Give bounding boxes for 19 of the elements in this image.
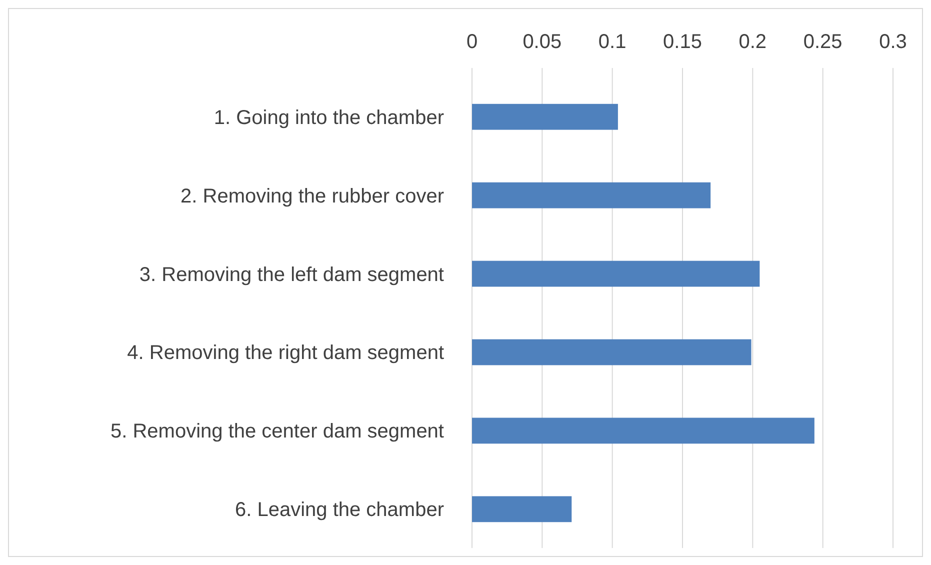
bar <box>472 182 711 208</box>
y-tick-label: 2. Removing the rubber cover <box>180 185 444 208</box>
x-tick-label: 0.05 <box>522 31 562 53</box>
y-tick-label: 5. Removing the center dam segment <box>110 420 444 443</box>
bar <box>472 339 752 366</box>
x-tick-label: 0 <box>466 31 478 53</box>
x-tick-label: 0.3 <box>879 31 907 53</box>
bar <box>472 260 760 287</box>
y-tick-label: 4. Removing the right dam segment <box>127 342 444 364</box>
bar <box>472 496 572 522</box>
x-tick-label: 0.25 <box>803 31 842 53</box>
x-tick-label: 0.2 <box>738 31 767 53</box>
x-tick-label: 0.1 <box>598 31 626 53</box>
x-tick-label: 0.15 <box>663 31 702 53</box>
y-tick-label: 6. Leaving the chamber <box>234 499 444 522</box>
bar <box>472 104 618 130</box>
bar <box>472 418 814 444</box>
y-tick-label: 3. Removing the left dam segment <box>139 264 444 286</box>
y-tick-label: 1. Going into the chamber <box>214 106 444 129</box>
